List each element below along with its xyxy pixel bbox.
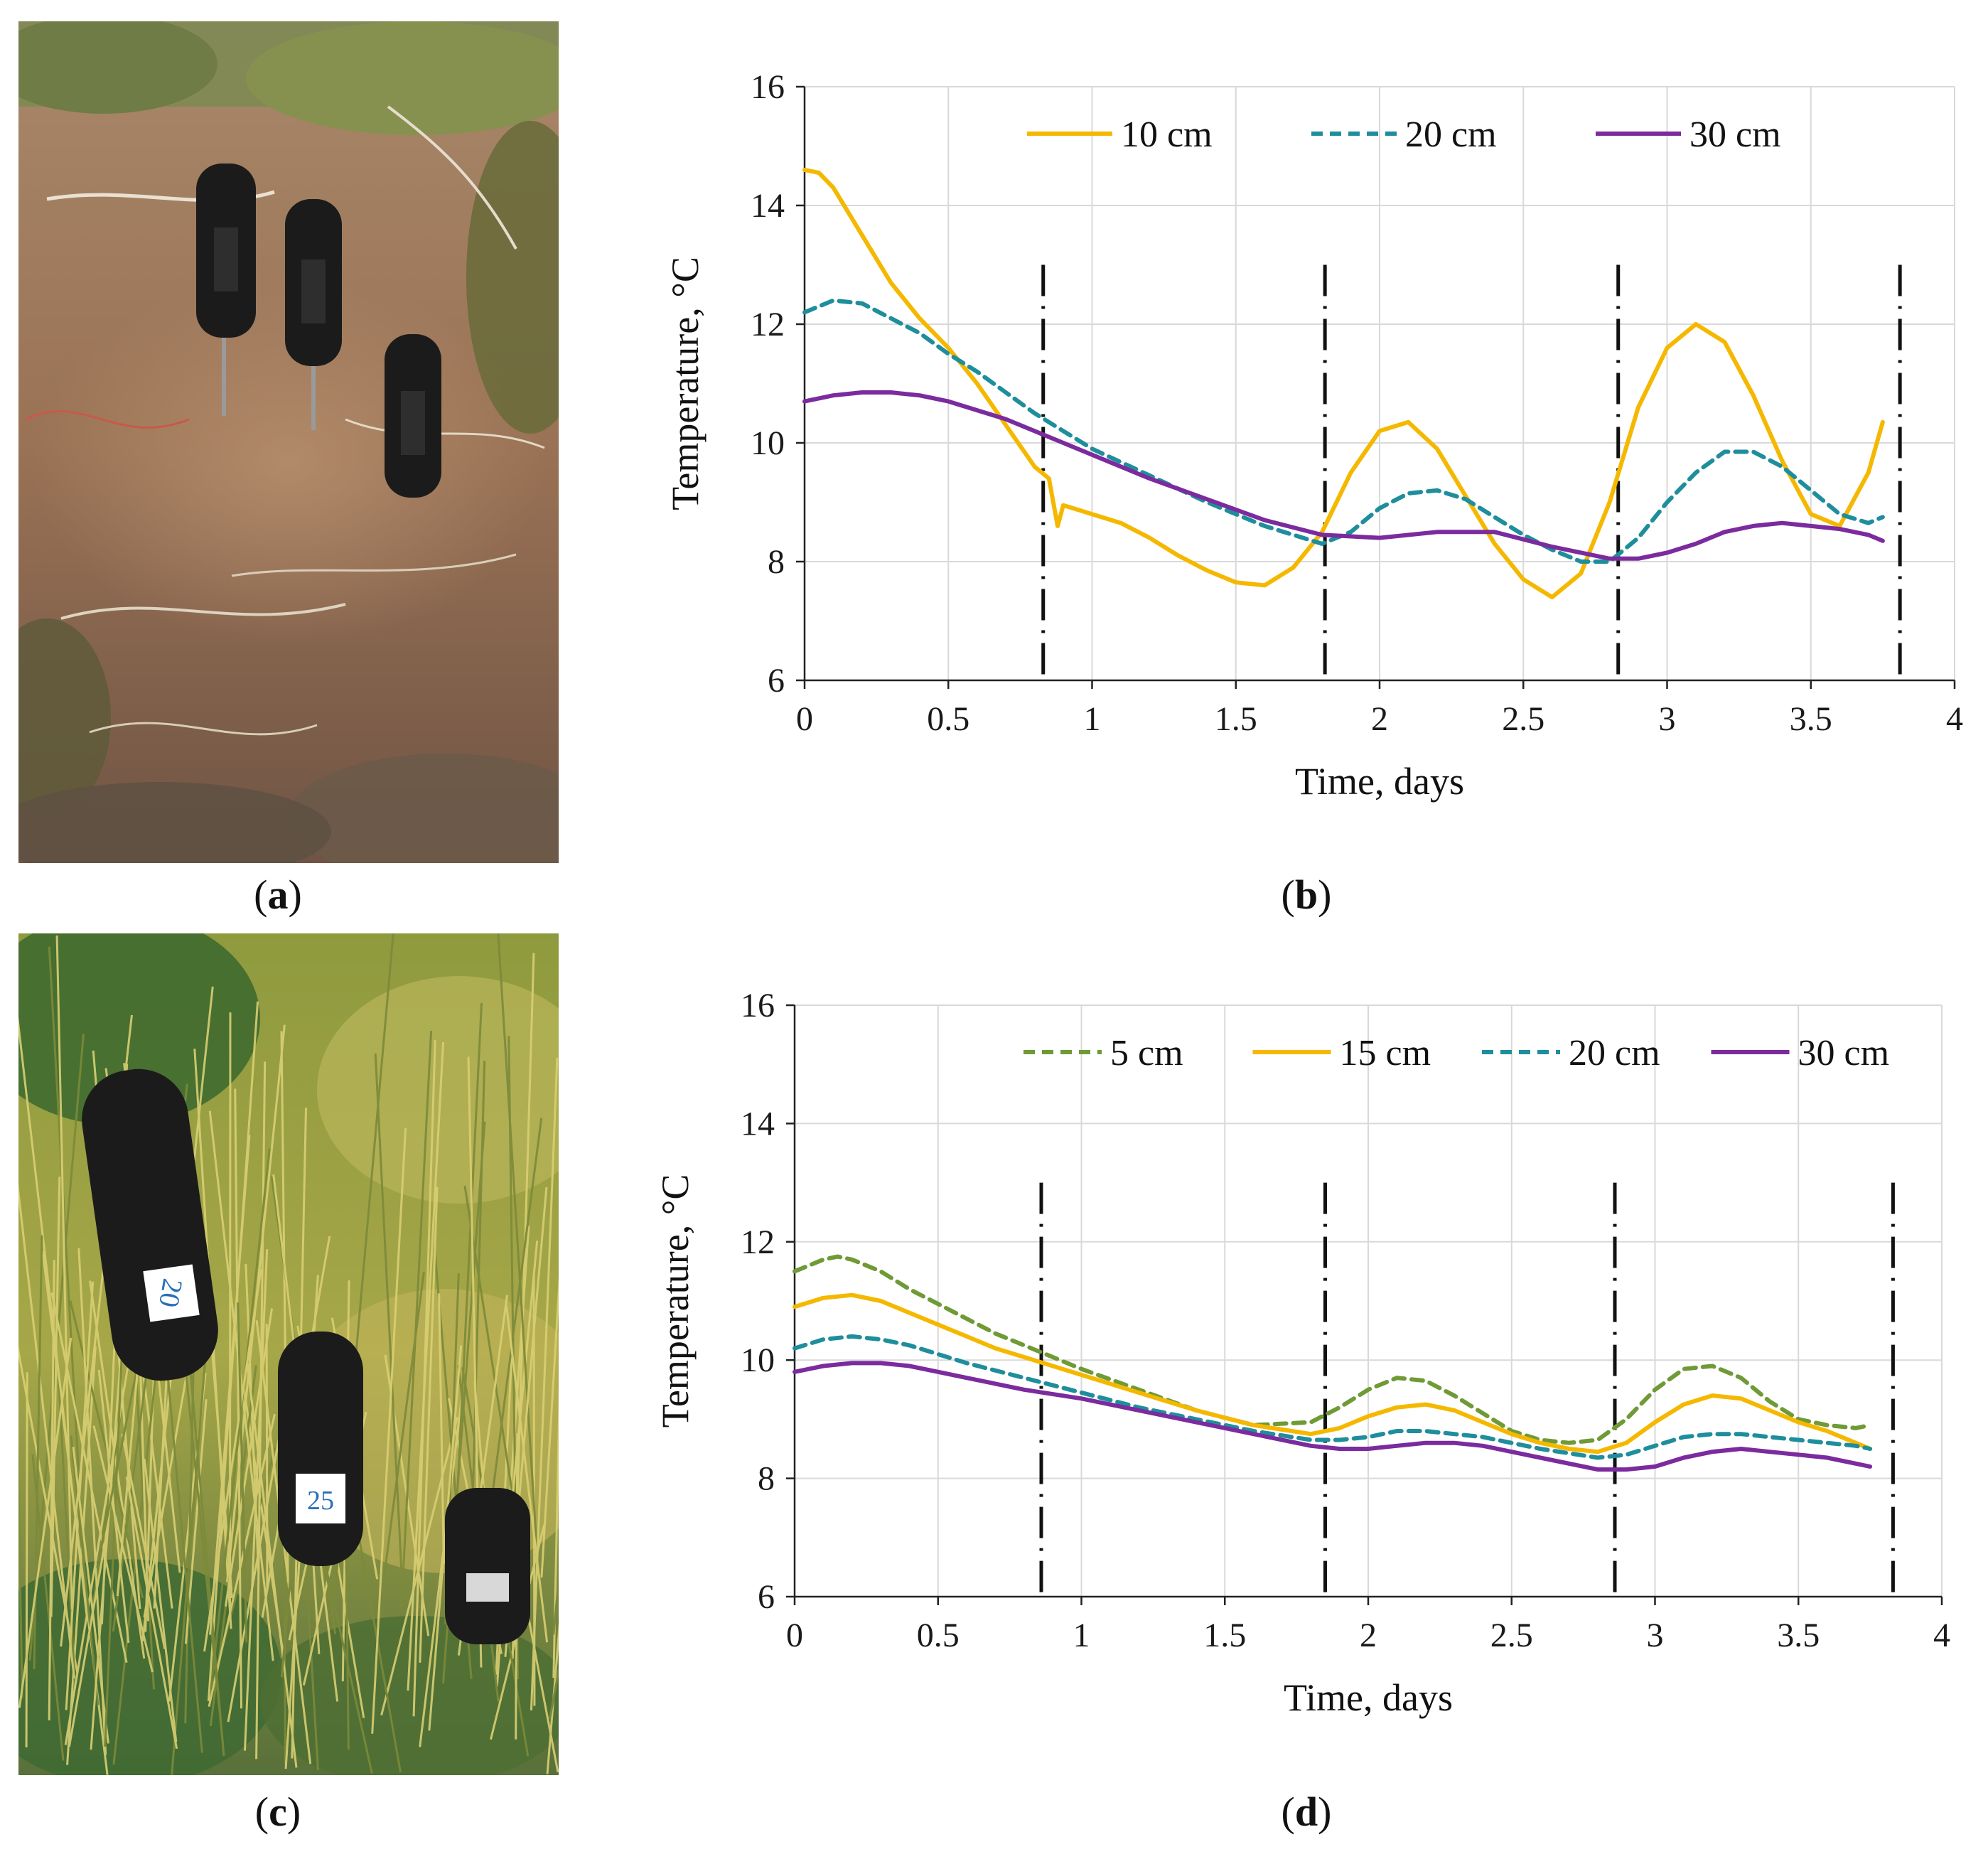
- x-tick-label: 2.5: [1502, 700, 1544, 738]
- x-tick-label: 3.5: [1777, 1617, 1820, 1654]
- x-tick-label: 0: [786, 1617, 803, 1654]
- series-line-15-cm: [792, 1292, 1873, 1454]
- photo-a: [18, 21, 559, 863]
- logger-device: [196, 164, 256, 416]
- y-axis-title: Temperature, °C: [664, 257, 706, 510]
- x-tick-label: 1: [1084, 700, 1101, 738]
- x-tick-label: 4: [1946, 700, 1963, 738]
- logger-device: [445, 1488, 530, 1644]
- panel-label-b: (b): [1281, 872, 1332, 918]
- y-tick-label: 8: [768, 543, 785, 581]
- chart-b: 6 8 10 12 14 16 0 0.5 1 1.5 2 2.5 3 3.5 4 Time, days Tem…: [625, 43, 1976, 853]
- y-tick-label: 12: [741, 1223, 775, 1261]
- y-tick-label: 6: [768, 662, 785, 700]
- legend-label: 30 cm: [1798, 1033, 1890, 1073]
- y-tick-label: 16: [751, 68, 785, 106]
- legend-label: 20 cm: [1405, 114, 1497, 155]
- y-tick-label: 14: [751, 187, 785, 225]
- y-axis-title: Temperature, °C: [654, 1174, 697, 1428]
- legend-label: 30 cm: [1689, 114, 1781, 155]
- logger-device: 25: [278, 1332, 363, 1566]
- x-axis-title: Time, days: [1284, 1676, 1453, 1719]
- series-line-5-cm: [792, 1254, 1873, 1445]
- y-tick-label: 12: [751, 306, 785, 343]
- panel-label-d: (d): [1281, 1789, 1332, 1835]
- legend-label: 10 cm: [1121, 114, 1213, 155]
- x-tick-label: 0.5: [927, 700, 969, 738]
- logger-marking: 20: [153, 1276, 189, 1309]
- x-tick-label: 3.5: [1790, 700, 1832, 738]
- x-tick-label: 1: [1073, 1617, 1090, 1654]
- series-line-20-cm: [802, 298, 1885, 564]
- series-line-30-cm: [792, 1361, 1873, 1472]
- x-tick-label: 2: [1371, 700, 1388, 738]
- x-tick-label: 0: [796, 700, 813, 738]
- photo-c: 20 25: [18, 933, 559, 1775]
- y-tick-label: 10: [741, 1341, 775, 1379]
- chart-b-svg: 6 8 10 12 14 16 0 0.5 1 1.5 2 2.5 3 3.5 4 Time, days Tem…: [664, 68, 1963, 803]
- legend-label: 15 cm: [1340, 1033, 1431, 1073]
- chart-d-svg: 6 8 10 12 14 16 0 0.5 1 1.5 2 2.5 3 3.5 4 Time, days Tem…: [654, 987, 1950, 1719]
- legend-label: 5 cm: [1110, 1033, 1183, 1073]
- x-tick-label: 1.5: [1203, 1617, 1246, 1654]
- x-tick-label: 3: [1647, 1617, 1664, 1654]
- x-tick-label: 3: [1659, 700, 1676, 738]
- x-tick-label: 2.5: [1490, 1617, 1533, 1654]
- y-tick-label: 16: [741, 987, 775, 1024]
- x-tick-label: 1.5: [1215, 700, 1257, 738]
- logger-device: [385, 334, 441, 498]
- logger-marking: 25: [307, 1486, 334, 1516]
- series-line-20-cm: [792, 1334, 1873, 1460]
- x-axis-title: Time, days: [1295, 760, 1464, 803]
- x-tick-label: 2: [1360, 1617, 1377, 1654]
- x-tick-label: 4: [1933, 1617, 1950, 1654]
- series-line-10-cm: [802, 167, 1885, 600]
- logger-device: 20: [82, 1068, 218, 1381]
- y-tick-label: 8: [758, 1460, 775, 1498]
- y-tick-label: 10: [751, 424, 785, 462]
- panel-label-c: (c): [254, 1789, 301, 1835]
- panel-label-a: (a): [254, 872, 302, 918]
- chart-d: 6 8 10 12 14 16 0 0.5 1 1.5 2 2.5 3 3.5 4 Time, days Tem…: [611, 960, 1976, 1770]
- y-tick-label: 6: [758, 1578, 775, 1616]
- series-line-30-cm: [802, 390, 1885, 561]
- logger-device: [285, 199, 342, 430]
- y-tick-label: 14: [741, 1105, 775, 1142]
- legend-label: 20 cm: [1569, 1033, 1660, 1073]
- x-tick-label: 0.5: [917, 1617, 960, 1654]
